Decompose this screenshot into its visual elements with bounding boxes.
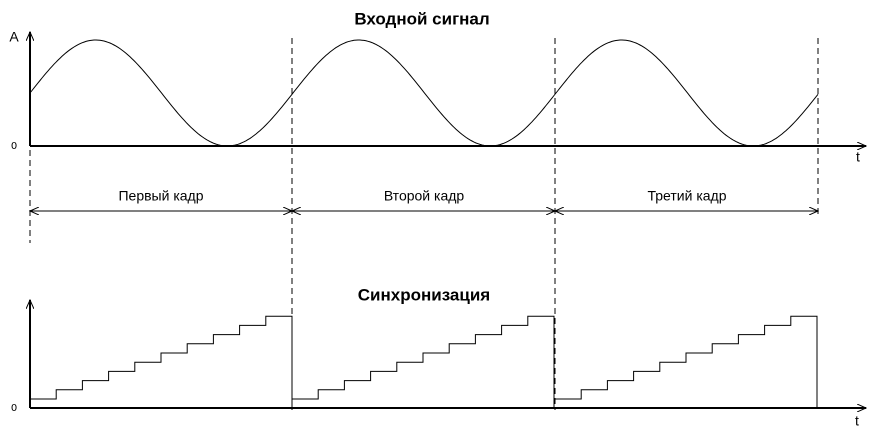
sync-title: Синхронизация [358, 285, 490, 304]
y-label: A [9, 29, 19, 45]
input-title: Входной сигнал [354, 9, 489, 28]
zero-label: 0 [11, 403, 17, 414]
staircase [30, 315, 818, 408]
zero-label: 0 [11, 141, 17, 152]
frame-label: Первый кадр [118, 188, 203, 204]
x-label: t [855, 413, 859, 429]
frame-label: Второй кадр [384, 188, 465, 204]
sine-wave [29, 39, 819, 147]
frame-label: Третий кадр [648, 188, 727, 204]
x-label: t [856, 149, 860, 165]
